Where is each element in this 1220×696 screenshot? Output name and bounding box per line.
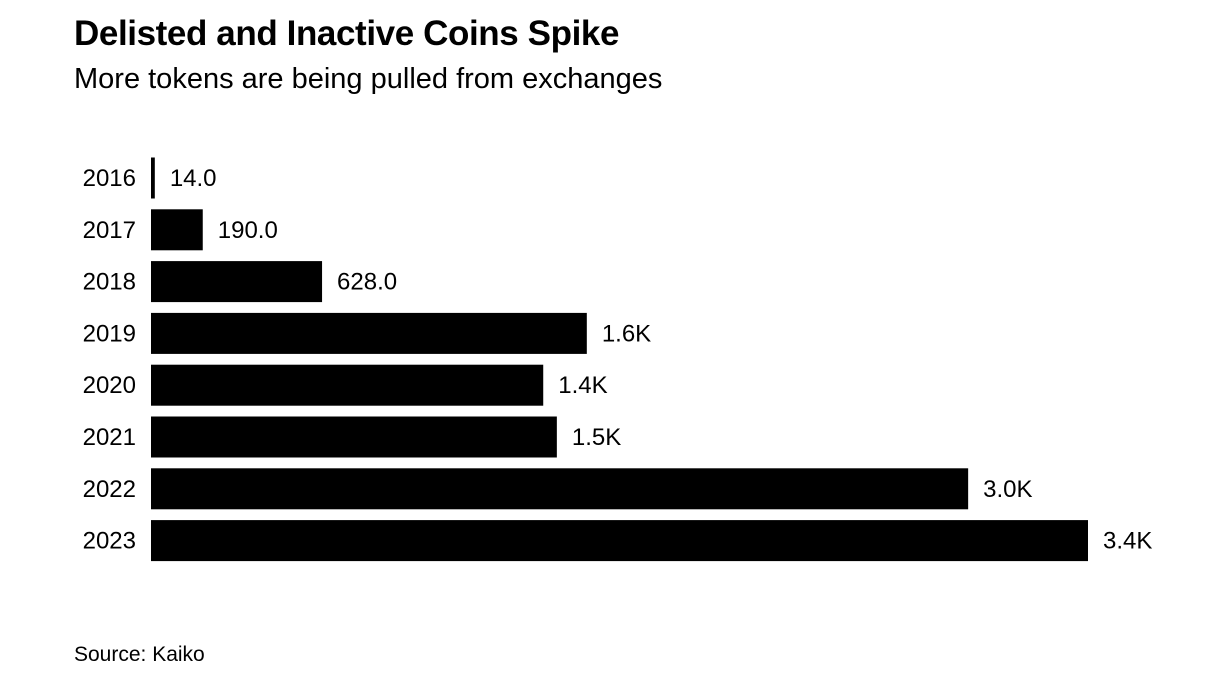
value-label: 3.0K [983, 476, 1032, 503]
category-label: 2017 [83, 217, 136, 244]
chart-title: Delisted and Inactive Coins Spike [74, 14, 620, 53]
bar-2022 [151, 468, 969, 510]
value-label: 190.0 [218, 217, 278, 244]
value-label: 628.0 [337, 269, 397, 296]
value-label: 1.5K [572, 424, 621, 451]
bar-2019 [151, 312, 587, 354]
bar-2021 [151, 416, 557, 458]
value-label: 3.4K [1103, 528, 1152, 555]
category-label: 2020 [83, 372, 136, 399]
value-label: 1.6K [602, 320, 651, 347]
bars-group: 2016 14.0 2017 190.0 2018 628.0 2019 1.6K 2020 1.… [83, 157, 1152, 562]
bar-2020 [151, 364, 544, 406]
value-label: 1.4K [558, 372, 607, 399]
value-label: 14.0 [170, 165, 217, 192]
bar-2023 [151, 520, 1088, 562]
category-label: 2016 [83, 165, 136, 192]
category-label: 2021 [83, 424, 136, 451]
bar-2016 [151, 157, 155, 199]
category-label: 2023 [83, 528, 136, 555]
source-note: Source: Kaiko [74, 643, 205, 666]
category-label: 2018 [83, 269, 136, 296]
bar-2018 [151, 261, 323, 303]
category-label: 2019 [83, 320, 136, 347]
chart-subtitle: More tokens are being pulled from exchan… [74, 63, 663, 95]
category-label: 2022 [83, 476, 136, 503]
bar-2017 [151, 209, 203, 251]
